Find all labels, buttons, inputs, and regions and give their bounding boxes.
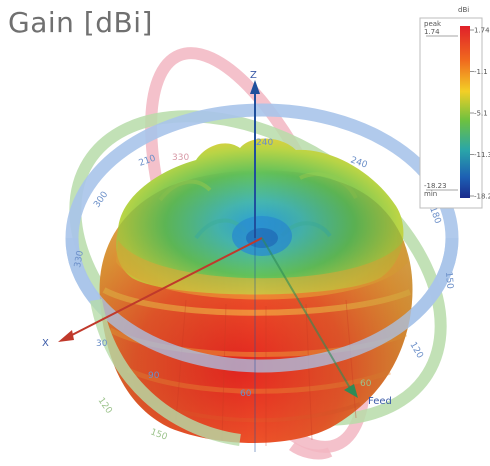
- elevation-ring-pink-front: [289, 441, 333, 460]
- ring-label: 330: [172, 153, 189, 163]
- ring-label: 60: [240, 389, 252, 399]
- ring-label: 300: [92, 190, 110, 210]
- colorbar-tick-label: -5.1: [474, 110, 488, 118]
- ring-label: 120: [96, 396, 114, 416]
- gain-pattern-surface: [99, 138, 413, 446]
- azimuth-ring-front: [65, 237, 459, 373]
- ring-label: 90: [148, 371, 160, 381]
- page-title: Gain [dBi]: [8, 6, 153, 39]
- colorbar-tick-label: 1.74: [474, 27, 490, 35]
- x-axis-label: X: [42, 338, 49, 349]
- colorbar-min-value: -18.23: [424, 182, 447, 190]
- z-axis: Z: [250, 70, 260, 452]
- ring-label: 120: [407, 341, 424, 361]
- colorbar-tick-label: -18.2: [474, 193, 490, 201]
- colorbar-tick-label: -11.3: [474, 151, 490, 159]
- ring-label: 30: [96, 339, 108, 349]
- elevation-ring-green-front: [90, 298, 241, 446]
- colorbar: dBi peak 1.74 -18.23 min 1.74 -1.1 -5.1 -11…: [419, 6, 490, 209]
- ring-label: 150: [443, 271, 454, 289]
- colorbar-peak-label: peak: [424, 20, 442, 28]
- ring-label: 150: [149, 427, 169, 442]
- ring-label: 240: [256, 138, 273, 148]
- colorbar-peak-value: 1.74: [424, 28, 440, 36]
- colorbar-gradient: [460, 26, 470, 198]
- z-axis-label: Z: [250, 70, 257, 81]
- ring-label: 60: [360, 379, 372, 389]
- colorbar-ticks: 1.74 -1.1 -5.1 -11.3 -18.2: [470, 27, 490, 201]
- colorbar-header: dBi: [458, 6, 469, 14]
- x-axis: X: [42, 237, 263, 349]
- feed-axis-label: Feed: [368, 396, 392, 407]
- feed-axis: Feed: [261, 237, 392, 407]
- colorbar-min-label: min: [424, 190, 437, 198]
- ring-label: 330: [73, 250, 86, 269]
- colorbar-tick-label: -1.1: [474, 68, 488, 76]
